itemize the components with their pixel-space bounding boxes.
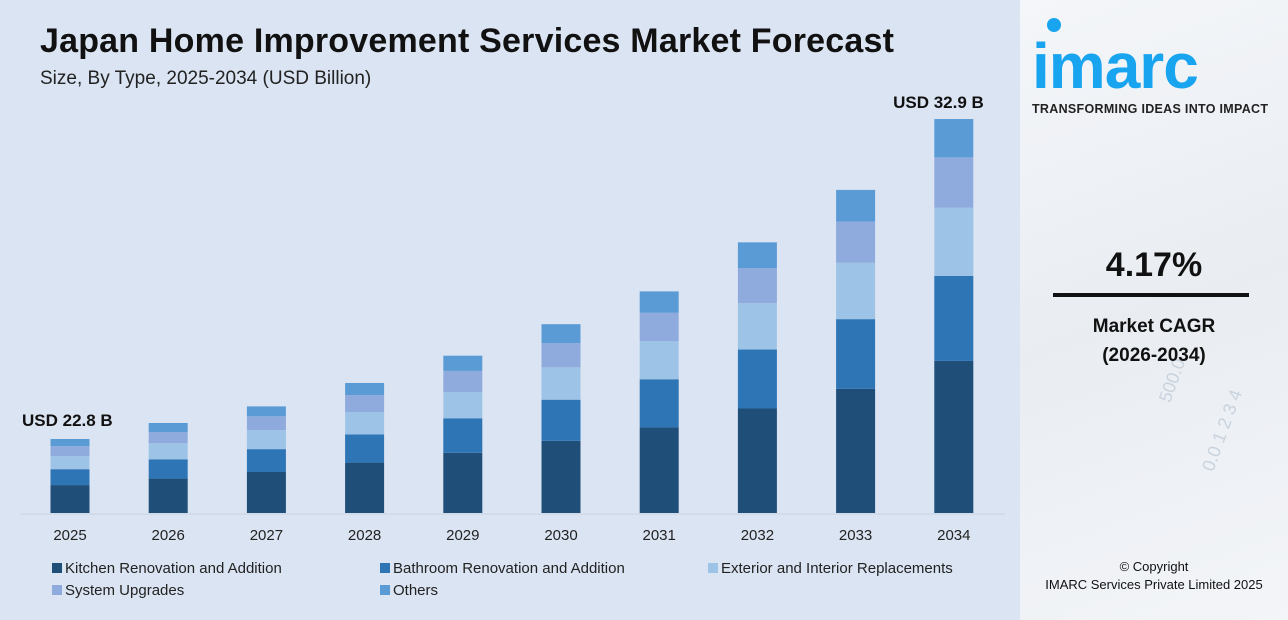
bar-segment-system-upgrades-2026 (148, 432, 188, 444)
cagr-period: (2026-2034) (1102, 345, 1206, 366)
x-tick-label: 2029 (446, 527, 479, 544)
x-tick-label: 2030 (544, 527, 577, 544)
bar-segment-kitchen-renovation-and-addition-2031 (639, 427, 679, 513)
legend-label: Exterior and Interior Replacements (721, 560, 953, 577)
x-tick-label: 2032 (741, 527, 774, 544)
data-label-total: USD 22.8 B (22, 411, 113, 430)
cagr-label: Market CAGR (1092, 316, 1216, 337)
data-label-total: USD 32.9 B (893, 93, 984, 112)
bar-segment-exterior-and-interior-replacements-2027 (246, 430, 286, 450)
bar-segment-system-upgrades-2025 (50, 446, 90, 457)
bar-segment-exterior-and-interior-replacements-2034 (934, 207, 974, 276)
bar-segment-kitchen-renovation-and-addition-2032 (737, 408, 777, 513)
bar-segment-kitchen-renovation-and-addition-2026 (148, 478, 188, 513)
company-name: IMARC Services Private Limited 2025 (1045, 577, 1263, 592)
bar-segment-bathroom-renovation-and-addition-2025 (50, 469, 90, 486)
x-tick-label: 2031 (643, 527, 676, 544)
bar-segment-others-2028 (345, 382, 385, 396)
bar-segment-exterior-and-interior-replacements-2031 (639, 341, 679, 380)
logo-dot-icon (1047, 18, 1061, 32)
bar-segment-others-2029 (443, 355, 483, 371)
bar-segment-system-upgrades-2028 (345, 395, 385, 413)
bar-segment-system-upgrades-2030 (541, 343, 581, 368)
bar-segment-others-2034 (934, 119, 974, 158)
imarc-logo: imarc TRANSFORMING IDEAS INTO IMPACT (1032, 14, 1282, 116)
info-panel: 0.0 1 2 3 4 500.0 imarc TRANSFORMING IDE… (1020, 0, 1288, 620)
chart-title: Japan Home Improvement Services Market F… (40, 22, 895, 60)
bar-segment-exterior-and-interior-replacements-2029 (443, 391, 483, 419)
cagr-label-block: Market CAGR (2026-2034) (1020, 312, 1288, 370)
legend-swatch (708, 563, 718, 573)
x-tick-label: 2027 (250, 527, 283, 544)
bar-segment-exterior-and-interior-replacements-2025 (50, 456, 90, 470)
bar-segment-kitchen-renovation-and-addition-2033 (836, 388, 876, 513)
legend-label: Bathroom Renovation and Addition (393, 560, 625, 577)
x-tick-label: 2028 (348, 527, 381, 544)
bar-segment-others-2027 (246, 406, 286, 417)
bar-segment-kitchen-renovation-and-addition-2030 (541, 440, 581, 513)
chart-panel: Japan Home Improvement Services Market F… (0, 0, 1020, 620)
bar-segment-kitchen-renovation-and-addition-2025 (50, 485, 90, 513)
bar-segment-system-upgrades-2031 (639, 312, 679, 342)
bar-segment-others-2033 (836, 189, 876, 222)
x-tick-label: 2033 (839, 527, 872, 544)
bar-segment-exterior-and-interior-replacements-2033 (836, 262, 876, 320)
legend-label: System Upgrades (65, 582, 184, 599)
chart-subtitle: Size, By Type, 2025-2034 (USD Billion) (40, 68, 372, 89)
bar-segment-bathroom-renovation-and-addition-2032 (737, 349, 777, 409)
bar-segment-others-2030 (541, 324, 581, 344)
bar-segment-bathroom-renovation-and-addition-2034 (934, 275, 974, 361)
bar-segment-exterior-and-interior-replacements-2032 (737, 303, 777, 350)
bar-segment-bathroom-renovation-and-addition-2026 (148, 459, 188, 479)
background-decoration: 0.0 1 2 3 4 (1198, 386, 1247, 474)
bar-segment-bathroom-renovation-and-addition-2033 (836, 319, 876, 389)
logo-wordmark: imarc (1032, 30, 1199, 102)
bar-segment-system-upgrades-2032 (737, 268, 777, 304)
bar-segment-bathroom-renovation-and-addition-2029 (443, 418, 483, 453)
legend-swatch (380, 585, 390, 595)
stacked-bar-chart: 2025 USD 22.8 B 2026 2027 2028 2029 2030 2031 20… (20, 93, 1005, 599)
bar-segment-others-2026 (148, 423, 188, 433)
logo-tagline: TRANSFORMING IDEAS INTO IMPACT (1032, 102, 1269, 116)
bar-segment-others-2031 (639, 291, 679, 313)
bar-segment-bathroom-renovation-and-addition-2030 (541, 399, 581, 441)
x-tick-label: 2034 (937, 527, 970, 544)
x-tick-label: 2026 (152, 527, 185, 544)
copyright-text: © Copyright (1119, 559, 1189, 574)
bar-segment-kitchen-renovation-and-addition-2027 (246, 472, 286, 513)
bar-segment-exterior-and-interior-replacements-2028 (345, 412, 385, 435)
bar-segment-exterior-and-interior-replacements-2026 (148, 443, 188, 460)
bar-segment-kitchen-renovation-and-addition-2029 (443, 452, 483, 513)
bar-segment-system-upgrades-2033 (836, 221, 876, 263)
legend-swatch (52, 585, 62, 595)
bar-segment-bathroom-renovation-and-addition-2031 (639, 379, 679, 428)
legend-swatch (380, 563, 390, 573)
bar-segment-bathroom-renovation-and-addition-2028 (345, 434, 385, 463)
bar-segment-kitchen-renovation-and-addition-2028 (345, 462, 385, 513)
bar-segment-others-2025 (50, 439, 90, 447)
cagr-value: 4.17% (1105, 246, 1203, 284)
bar-segment-system-upgrades-2029 (443, 370, 483, 392)
bar-segment-kitchen-renovation-and-addition-2034 (934, 360, 974, 513)
bar-segment-others-2032 (737, 242, 777, 269)
bar-segment-bathroom-renovation-and-addition-2027 (246, 449, 286, 473)
bar-segment-exterior-and-interior-replacements-2030 (541, 367, 581, 400)
legend-swatch (52, 563, 62, 573)
x-tick-label: 2025 (53, 527, 86, 544)
bar-segment-system-upgrades-2034 (934, 157, 974, 208)
bar-segment-system-upgrades-2027 (246, 416, 286, 431)
cagr-divider (1053, 293, 1249, 297)
legend-label: Others (393, 582, 438, 599)
copyright-block: © Copyright IMARC Services Private Limit… (1020, 558, 1288, 594)
legend-label: Kitchen Renovation and Addition (65, 560, 282, 577)
